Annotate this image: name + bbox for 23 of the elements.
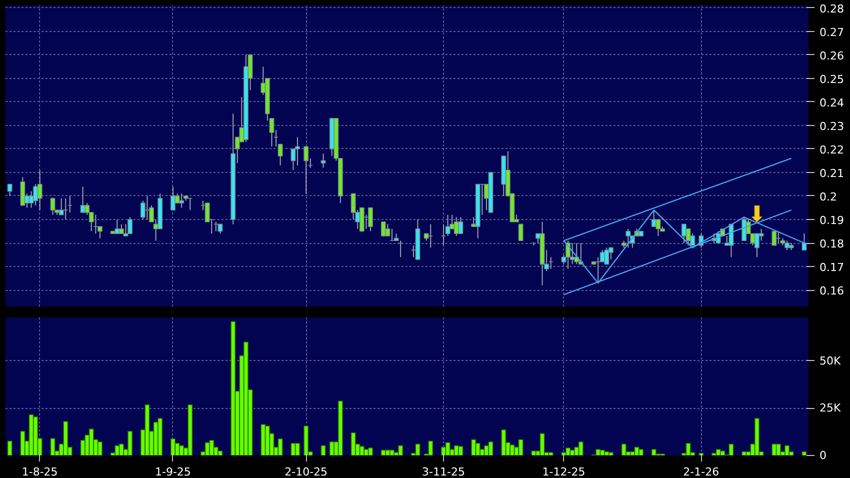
y-tick-label: 0 [820,449,826,462]
y-tick-label: 0.18 [820,238,844,251]
y-tick-label: 0.24 [820,96,844,110]
y-tick-label: 0.2 [820,190,837,204]
annotation: ⬇ [748,202,766,228]
x-tick-label: 1-9-25 [155,466,191,478]
y-tick-label: 0.16 [820,284,844,298]
y-tick-label: 50K [820,354,842,368]
x-tick-label: 3-11-25 [422,466,465,478]
y-tick-label: 0.23 [820,120,844,133]
y-tick-label: 0.26 [820,49,844,62]
y-tick-label: 0.19 [820,214,844,227]
x-tick-label: 2-10-25 [284,466,328,478]
x-tick-label: 1-8-25 [22,466,58,478]
y-tick-label: 25K [820,402,842,415]
y-tick-label: 0.21 [820,166,844,180]
x-tick-label: 1-12-25 [542,466,586,478]
y-tick-label: 0.25 [820,72,844,86]
y-tick-label: 0.28 [820,2,844,16]
x-tick-label: 2-1-26 [683,466,720,478]
y-tick-label: 0.17 [820,261,844,274]
y-tick-label: 0.27 [820,26,844,39]
y-tick-label: 0.22 [820,143,844,156]
